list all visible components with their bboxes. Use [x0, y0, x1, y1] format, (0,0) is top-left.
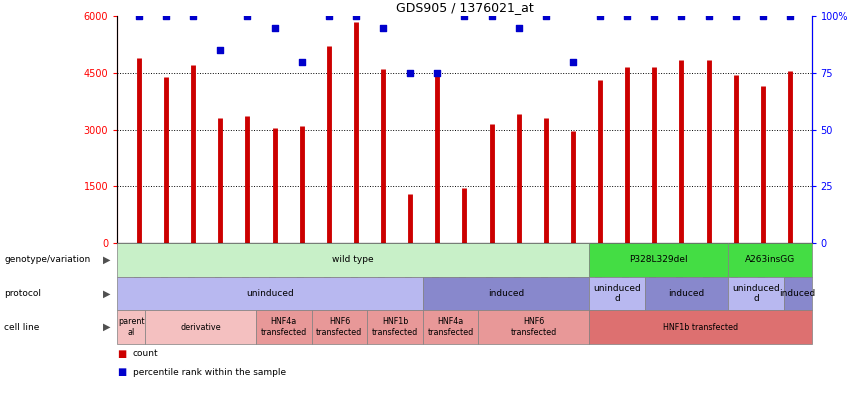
- Text: HNF1b
transfected: HNF1b transfected: [372, 318, 418, 337]
- Text: derivative: derivative: [181, 322, 220, 332]
- Text: P328L329del: P328L329del: [629, 255, 688, 264]
- Point: [648, 13, 661, 19]
- Point: [674, 13, 688, 19]
- Text: induced: induced: [779, 289, 816, 298]
- Text: genotype/variation: genotype/variation: [4, 255, 90, 264]
- Point: [132, 13, 146, 19]
- Text: wild type: wild type: [332, 255, 374, 264]
- Text: protocol: protocol: [4, 289, 42, 298]
- Point: [159, 13, 173, 19]
- Point: [621, 13, 635, 19]
- Point: [593, 13, 607, 19]
- Text: count: count: [133, 350, 159, 358]
- Point: [267, 24, 281, 31]
- Point: [566, 58, 580, 65]
- Point: [322, 13, 336, 19]
- Point: [756, 13, 770, 19]
- Text: ▶: ▶: [102, 288, 110, 298]
- Point: [240, 13, 254, 19]
- Title: GDS905 / 1376021_at: GDS905 / 1376021_at: [396, 1, 533, 14]
- Text: HNF1b transfected: HNF1b transfected: [663, 322, 738, 332]
- Point: [783, 13, 797, 19]
- Text: induced: induced: [488, 289, 524, 298]
- Text: HNF6
transfected: HNF6 transfected: [510, 318, 557, 337]
- Text: ■: ■: [117, 367, 127, 377]
- Text: induced: induced: [668, 289, 705, 298]
- Text: cell line: cell line: [4, 322, 40, 332]
- Point: [349, 13, 363, 19]
- Text: parent
al: parent al: [118, 318, 144, 337]
- Point: [294, 58, 309, 65]
- Point: [457, 13, 471, 19]
- Point: [512, 24, 526, 31]
- Text: ▶: ▶: [102, 255, 110, 265]
- Text: uninduced: uninduced: [246, 289, 294, 298]
- Text: uninduced
d: uninduced d: [732, 284, 780, 303]
- Text: ▶: ▶: [102, 322, 110, 332]
- Text: A263insGG: A263insGG: [745, 255, 795, 264]
- Point: [186, 13, 200, 19]
- Point: [376, 24, 390, 31]
- Text: ■: ■: [117, 349, 127, 359]
- Text: percentile rank within the sample: percentile rank within the sample: [133, 368, 286, 377]
- Text: HNF4a
transfected: HNF4a transfected: [260, 318, 307, 337]
- Point: [729, 13, 743, 19]
- Point: [431, 70, 444, 76]
- Text: uninduced
d: uninduced d: [593, 284, 641, 303]
- Point: [701, 13, 715, 19]
- Text: HNF4a
transfected: HNF4a transfected: [427, 318, 474, 337]
- Text: HNF6
transfected: HNF6 transfected: [316, 318, 363, 337]
- Point: [404, 70, 418, 76]
- Point: [539, 13, 553, 19]
- Point: [484, 13, 498, 19]
- Point: [214, 47, 227, 53]
